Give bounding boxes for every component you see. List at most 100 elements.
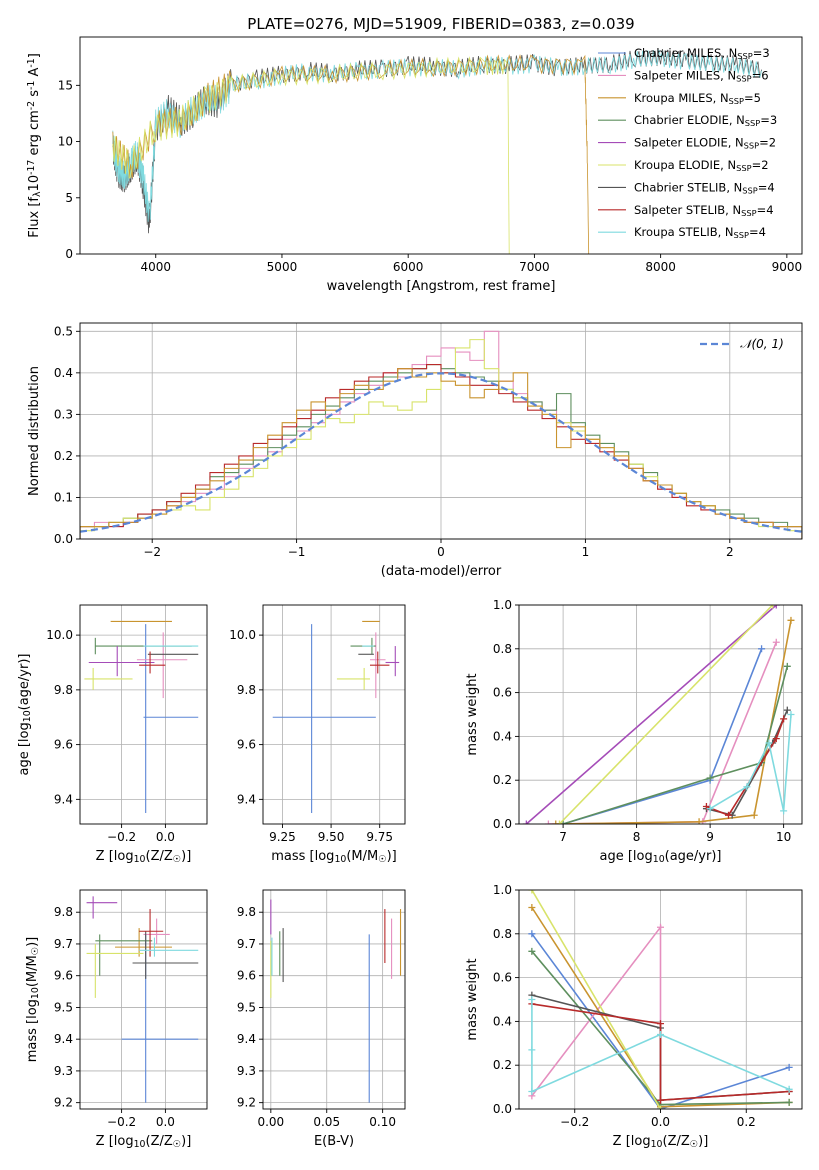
- series-marker: [750, 811, 758, 819]
- panel-weight-vs-age: 7 8 9 10 0.0 0.2 0.4 0.6 0.8 1.0 age [log10(age/yr…: [465, 598, 803, 865]
- series-marker: [657, 1031, 664, 1039]
- axes-frame: [79, 36, 803, 255]
- series-marker: [780, 715, 788, 723]
- axes-frame: [262, 889, 406, 1110]
- y-tick-label: 0.2: [493, 773, 512, 787]
- x-tick-label: 7: [559, 830, 567, 844]
- x-tick-label: 0.2: [737, 1115, 756, 1129]
- x-axis-label: Z [log10(Z/Z☉)]: [96, 1134, 192, 1150]
- y-tick-label: 0.5: [54, 324, 73, 338]
- y-tick-label: 9.4: [54, 1032, 73, 1046]
- axes-frame: [79, 604, 208, 825]
- series-marker: [559, 820, 567, 824]
- legend-label: Kroupa ELODIE, NSSP=2: [634, 158, 769, 173]
- x-tick-label: 0.05: [313, 1115, 340, 1129]
- x-axis-label: Z [log10(Z/Z☉)]: [96, 849, 192, 865]
- series-line-6: [706, 709, 789, 817]
- series-marker: [765, 739, 773, 747]
- series-line-6: [531, 1003, 790, 1102]
- y-tick-label: 5: [65, 191, 73, 205]
- x-axis-label: Z [log10(Z/Z☉)]: [613, 1134, 709, 1150]
- x-tick-label: 9.25: [269, 830, 296, 844]
- y-tick-label: 0.4: [54, 366, 73, 380]
- y-tick-label: 1.0: [493, 598, 512, 612]
- y-tick-label: 9.5: [54, 1000, 73, 1014]
- x-tick-label: 10: [776, 830, 791, 844]
- series-marker: [772, 735, 780, 743]
- y-tick-label: 0.2: [54, 449, 73, 463]
- series-line-4: [525, 605, 777, 824]
- y-tick-label: 9.2: [54, 1096, 73, 1110]
- y-axis-label: Normed distribution: [27, 366, 42, 496]
- y-tick-label: 9.7: [237, 937, 256, 951]
- plot-area: [270, 899, 402, 1103]
- legend-label: Salpeter ELODIE, NSSP=2: [634, 136, 776, 151]
- series-marker: [528, 930, 536, 938]
- x-tick-label: 6000: [393, 260, 424, 274]
- y-axis-label: age [log10(age/yr)]: [17, 654, 33, 776]
- legend-label: Chabrier MILES, NSSP=3: [634, 46, 770, 61]
- series-line-1: [112, 49, 762, 222]
- series-marker: [695, 818, 703, 824]
- y-tick-label: 9.5: [237, 1000, 256, 1014]
- series-marker: [785, 1063, 793, 1071]
- series-marker: [528, 890, 536, 894]
- plot-area: [80, 330, 802, 539]
- y-tick-label: 15: [58, 78, 73, 92]
- legend-label: Salpeter MILES, NSSP=6: [634, 68, 769, 83]
- series-marker: [785, 1098, 793, 1106]
- axes-frame: [262, 604, 406, 825]
- x-tick-label: 1: [582, 545, 590, 559]
- legend-label: 𝒩(0, 1): [740, 337, 784, 351]
- series-marker: [657, 923, 664, 931]
- series-marker: [528, 1087, 536, 1095]
- y-axis-label: mass [log10(M/M☉)]: [25, 937, 41, 1063]
- y-axis-label: mass weight: [465, 673, 480, 755]
- legend-label: Chabrier STELIB, NSSP=4: [634, 180, 775, 195]
- histogram-series-3: [80, 363, 802, 539]
- x-tick-label: 9.50: [318, 830, 345, 844]
- series-marker: [769, 605, 777, 609]
- series-marker: [772, 605, 780, 609]
- x-axis-label: wavelength [Angstrom, rest frame]: [327, 279, 556, 294]
- y-tick-label: 0.3: [54, 407, 73, 421]
- series-marker: [783, 706, 791, 714]
- y-tick-label: 0.6: [493, 971, 512, 985]
- axes-frame: [79, 889, 208, 1110]
- series-marker: [528, 1046, 536, 1054]
- axes-frame: [518, 604, 803, 825]
- y-tick-label: 9.8: [237, 905, 256, 919]
- plot-area: [86, 896, 199, 1103]
- x-tick-label: −1: [288, 545, 306, 559]
- legend-label: Kroupa STELIB, NSSP=4: [634, 225, 766, 240]
- y-tick-label: 10.0: [229, 628, 256, 642]
- series-marker: [787, 711, 795, 718]
- x-tick-label: 9: [706, 830, 714, 844]
- x-tick-label: 8: [633, 830, 641, 844]
- x-tick-label: 0.0: [156, 1115, 175, 1129]
- x-tick-label: 5000: [267, 260, 298, 274]
- x-tick-label: −0.2: [560, 1115, 589, 1129]
- y-tick-label: 9.6: [54, 969, 73, 983]
- x-tick-label: −0.2: [107, 1115, 136, 1129]
- y-tick-label: 0.0: [54, 532, 73, 546]
- y-tick-label: 0.6: [493, 686, 512, 700]
- y-tick-label: 0.4: [493, 1014, 512, 1028]
- x-tick-label: 0.10: [369, 1115, 396, 1129]
- panel-spectrum: 4000 5000 6000 7000 8000 9000 0 5 10 15 wavelength…: [26, 36, 803, 294]
- series-marker: [706, 805, 714, 813]
- y-tick-label: 0: [65, 247, 73, 261]
- y-tick-label: 0.1: [54, 490, 73, 504]
- series-line-5: [558, 605, 774, 824]
- x-tick-label: 0.0: [651, 1115, 670, 1129]
- y-tick-label: 0.8: [493, 927, 512, 941]
- series-line-2: [555, 620, 792, 824]
- y-tick-label: 9.4: [237, 1032, 256, 1046]
- y-tick-label: 9.3: [237, 1064, 256, 1078]
- y-tick-label: 9.2: [237, 1096, 256, 1110]
- y-tick-label: 9.8: [54, 905, 73, 919]
- x-tick-label: 0.0: [156, 830, 175, 844]
- panel-weight-vs-Z: −0.2 0.0 0.2 0.0 0.2 0.4 0.6 0.8 1.0 Z [log10(Z/Z…: [465, 883, 803, 1150]
- x-tick-label: 0: [437, 545, 445, 559]
- y-tick-label: 0.0: [493, 1102, 512, 1116]
